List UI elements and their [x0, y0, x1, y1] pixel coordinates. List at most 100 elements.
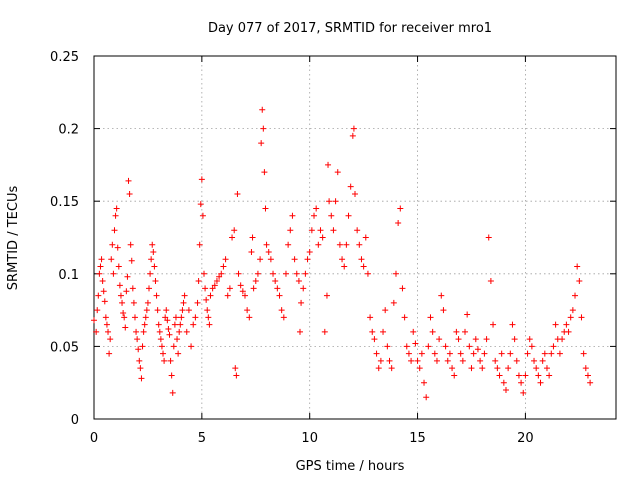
y-tick-label: 0	[71, 413, 79, 428]
data-point	[304, 256, 311, 263]
data-point	[152, 278, 159, 285]
data-point	[323, 292, 330, 299]
data-point	[408, 357, 415, 364]
data-point	[150, 249, 157, 256]
data-point	[498, 350, 505, 357]
data-point	[220, 263, 227, 270]
data-point	[306, 249, 313, 256]
data-point	[440, 307, 447, 314]
data-point	[179, 307, 186, 314]
data-point	[502, 386, 509, 393]
data-point	[163, 307, 170, 314]
data-point	[229, 234, 236, 241]
data-point	[371, 336, 378, 343]
data-point	[349, 132, 356, 139]
chart-title: Day 077 of 2017, SRMTID for receiver mro…	[208, 21, 492, 36]
data-point	[151, 263, 158, 270]
data-point	[155, 321, 162, 328]
data-point	[133, 328, 140, 335]
data-point	[360, 263, 367, 270]
data-point	[446, 350, 453, 357]
data-point	[414, 357, 421, 364]
data-point	[164, 317, 171, 324]
data-point	[128, 257, 135, 264]
data-point	[427, 314, 434, 321]
data-point	[154, 307, 161, 314]
data-point	[117, 292, 124, 299]
data-point	[453, 328, 460, 335]
data-point	[260, 125, 267, 132]
data-point	[231, 227, 238, 234]
data-point	[126, 190, 133, 197]
data-point	[148, 256, 155, 263]
data-point	[515, 372, 522, 379]
data-point	[576, 278, 583, 285]
y-axis-label: SRMTID / TECUs	[6, 186, 21, 291]
data-point	[127, 241, 134, 248]
data-point	[541, 350, 548, 357]
data-point	[149, 241, 156, 248]
data-point	[274, 285, 281, 292]
data-point	[449, 365, 456, 372]
data-point	[380, 328, 387, 335]
data-point	[345, 212, 352, 219]
data-point	[202, 285, 209, 292]
data-point	[110, 270, 117, 277]
data-point	[287, 227, 294, 234]
data-point	[431, 350, 438, 357]
data-point	[468, 365, 475, 372]
data-point	[401, 314, 408, 321]
data-point	[91, 317, 97, 324]
y-tick-label: 0.25	[50, 50, 79, 65]
data-point	[559, 336, 566, 343]
data-point	[272, 278, 279, 285]
data-point	[232, 365, 239, 372]
data-point	[102, 314, 109, 321]
data-point	[106, 350, 113, 357]
data-point	[136, 357, 143, 364]
data-point	[556, 350, 563, 357]
data-point	[548, 350, 555, 357]
data-point	[321, 328, 328, 335]
data-point	[550, 343, 557, 350]
y-tick-label: 0.1	[58, 268, 79, 283]
data-point	[176, 328, 183, 335]
data-point	[567, 314, 574, 321]
data-point	[156, 328, 163, 335]
data-point	[336, 241, 343, 248]
data-point	[285, 241, 292, 248]
data-point	[326, 198, 333, 205]
x-tick-labels: 0 5 10 15 20	[90, 431, 534, 446]
data-point	[123, 288, 130, 295]
data-point	[114, 244, 121, 251]
data-point	[213, 278, 220, 285]
plot-frame	[93, 55, 617, 420]
data-point	[384, 343, 391, 350]
data-point	[194, 299, 201, 306]
data-point	[188, 343, 195, 350]
x-axis-label: GPS time / hours	[296, 459, 405, 474]
data-point	[116, 282, 123, 289]
data-point	[270, 270, 277, 277]
data-point	[250, 285, 257, 292]
data-point	[175, 350, 182, 357]
data-point	[487, 278, 494, 285]
data-point	[410, 328, 417, 335]
data-point	[167, 357, 174, 364]
data-point	[455, 336, 462, 343]
data-point	[350, 125, 357, 132]
data-point	[241, 292, 248, 299]
x-tick-label: 10	[301, 431, 318, 446]
data-point	[248, 249, 255, 256]
data-point	[249, 234, 256, 241]
data-point	[543, 365, 550, 372]
data-point	[509, 321, 516, 328]
data-point	[490, 321, 497, 328]
data-point	[369, 328, 376, 335]
data-point	[138, 375, 145, 382]
data-point	[235, 270, 242, 277]
data-point	[425, 343, 432, 350]
data-point	[444, 357, 451, 364]
data-point	[405, 350, 412, 357]
data-point	[190, 321, 197, 328]
